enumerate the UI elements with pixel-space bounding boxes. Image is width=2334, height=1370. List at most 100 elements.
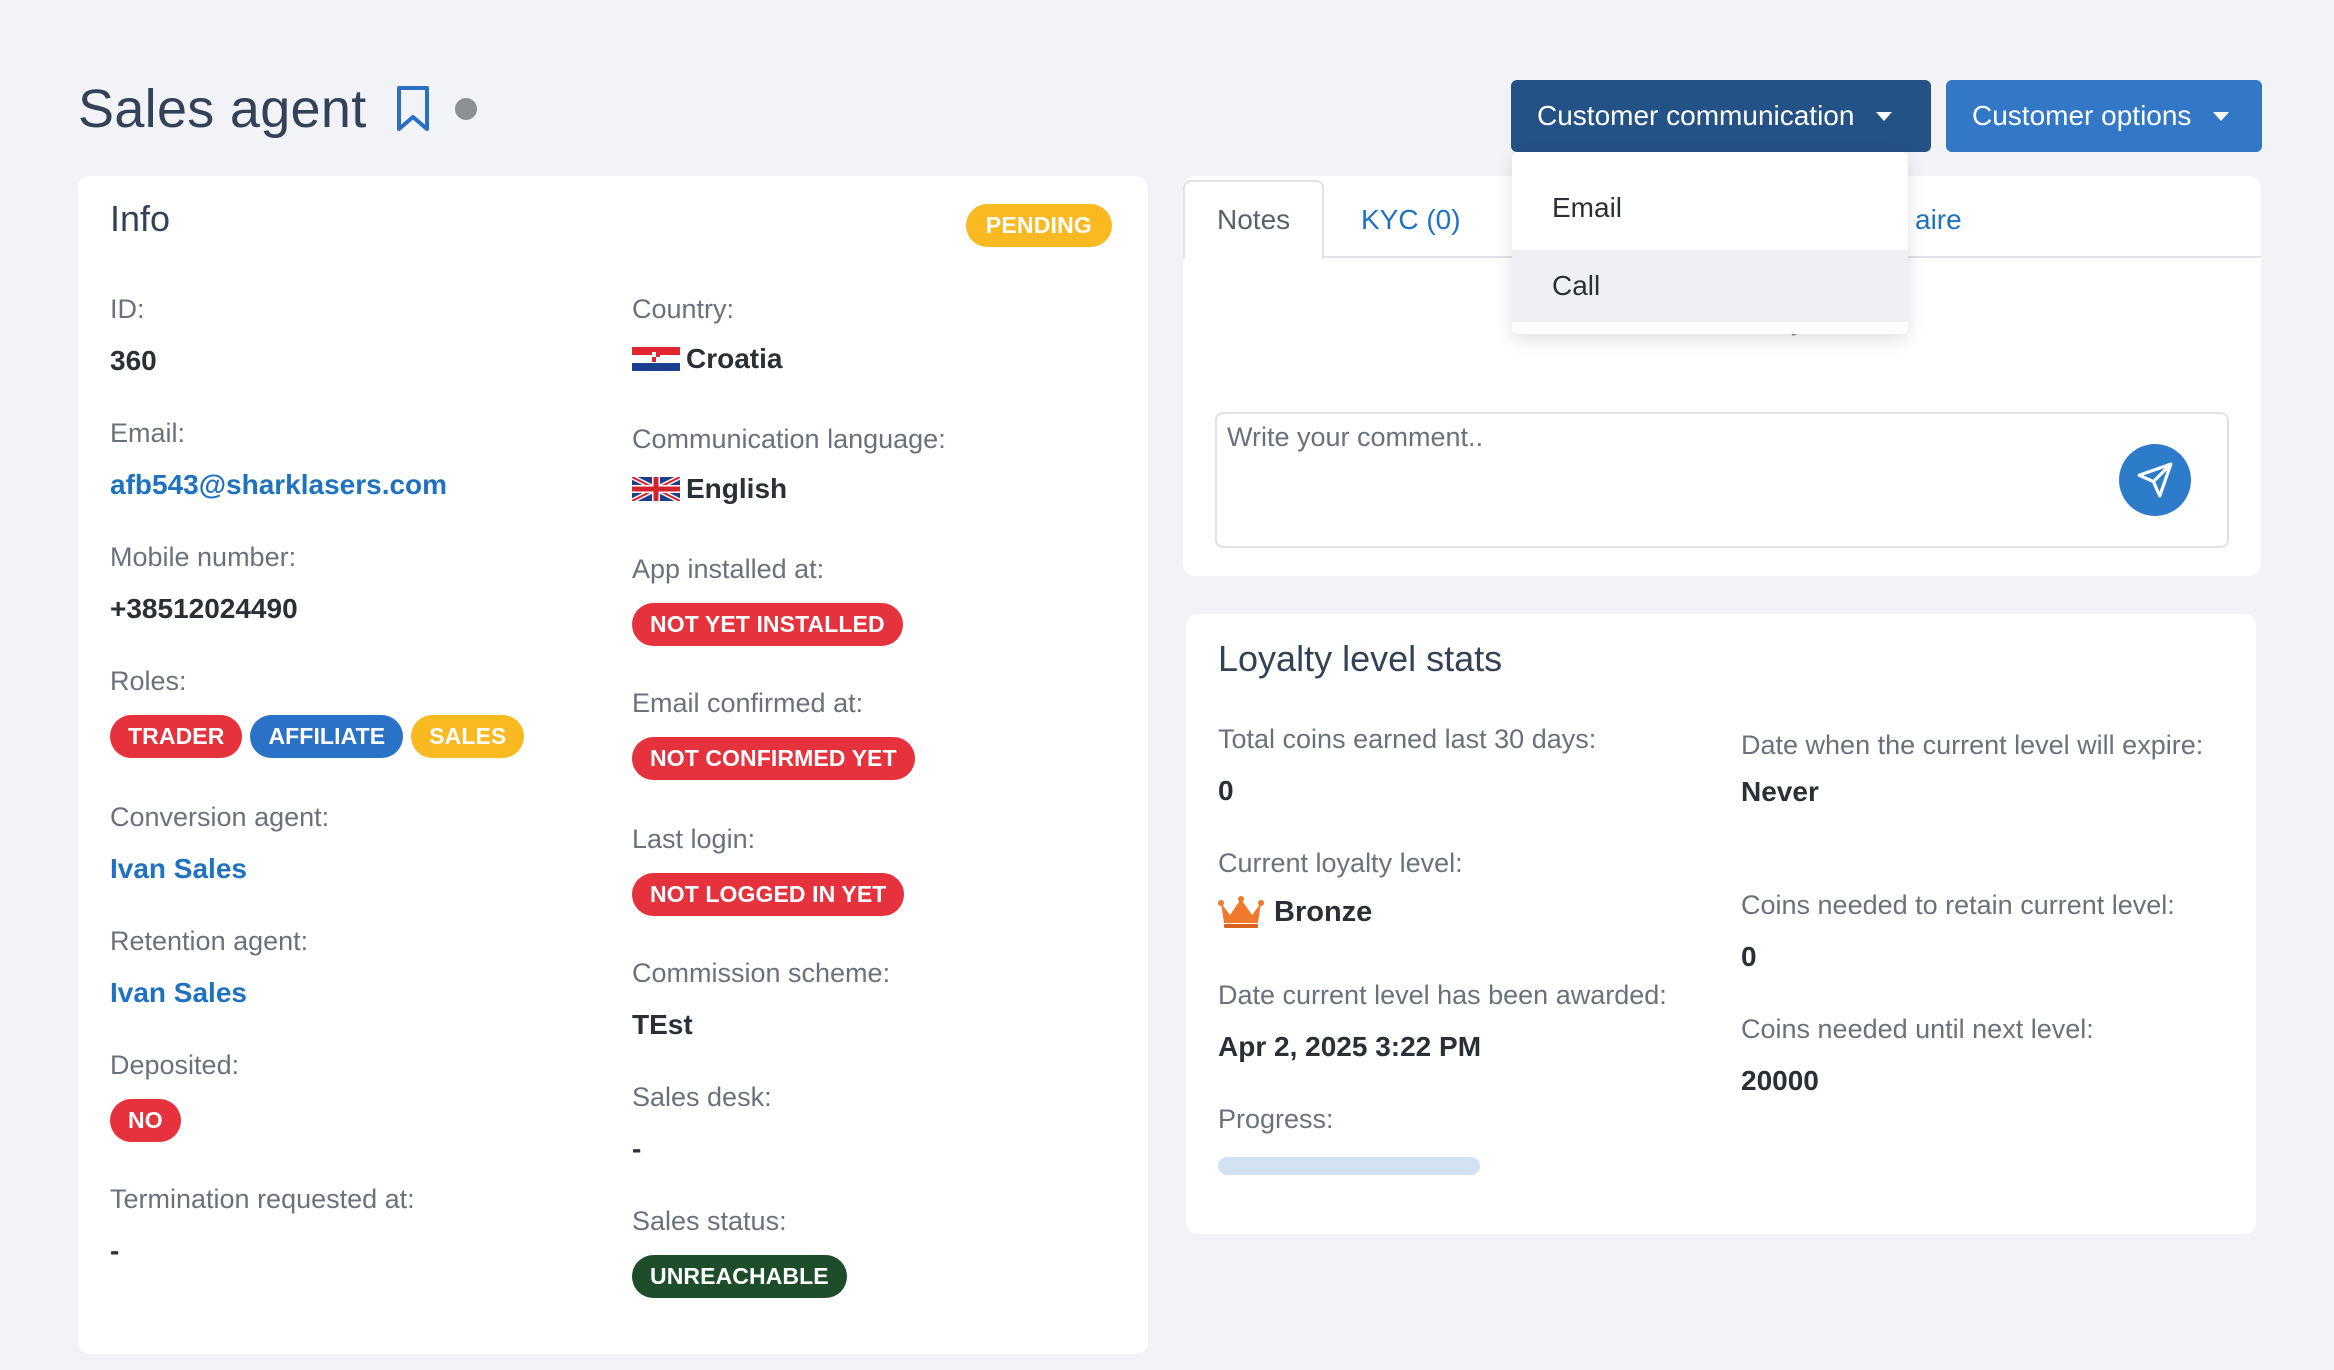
country-value: Croatia: [686, 343, 783, 374]
comment-box: [1215, 412, 2229, 548]
last-login-field: Last login: NOT LOGGED IN YET: [632, 824, 912, 916]
retain-value: 0: [1741, 941, 1757, 972]
customer-communication-button[interactable]: Customer communication: [1511, 80, 1931, 152]
deposited-label: Deposited:: [110, 1050, 240, 1080]
info-card: Info PENDING ID: 360 Email: afb543@shark…: [78, 176, 1148, 1354]
app-installed-field: App installed at: NOT YET INSTALLED: [632, 554, 911, 646]
retention-agent-label: Retention agent:: [110, 926, 309, 956]
email-confirmed-field: Email confirmed at: NOT CONFIRMED YET: [632, 688, 923, 780]
current-level-value: Bronze: [1274, 895, 1373, 928]
status-dot: [454, 98, 477, 120]
sales-desk-field: Sales desk: -: [632, 1082, 772, 1165]
conversion-agent-label: Conversion agent:: [110, 802, 330, 832]
total-coins-label: Total coins earned last 30 days:: [1218, 724, 1597, 754]
role-badge-affiliate: AFFILIATE: [250, 715, 404, 758]
page-title: Sales agent: [78, 79, 367, 139]
termination-label: Termination requested at:: [110, 1184, 415, 1214]
expire-label: Date when the current level will expire:: [1741, 730, 2204, 760]
next-level-label: Coins needed until next level:: [1741, 1014, 2094, 1044]
mobile-value: +38512024490: [110, 593, 298, 624]
email-confirmed-label: Email confirmed at:: [632, 688, 864, 718]
email-field: Email: afb543@sharklasers.com: [110, 418, 447, 501]
language-field: Communication language: English: [632, 424, 946, 505]
retain-field: Coins needed to retain current level: 0: [1741, 890, 2175, 973]
date-awarded-field: Date current level has been awarded: Apr…: [1218, 980, 1667, 1063]
commission-field: Commission scheme: TEst: [632, 958, 890, 1041]
progress-label: Progress:: [1218, 1104, 1334, 1134]
email-link[interactable]: afb543@sharklasers.com: [110, 469, 448, 500]
total-coins-value: 0: [1218, 775, 1234, 806]
croatia-flag-icon: [632, 347, 680, 371]
roles-list: TRADER AFFILIATE SALES: [110, 715, 532, 758]
caret-down-icon: [2213, 111, 2230, 121]
comment-input[interactable]: [1227, 422, 2127, 532]
id-value: 360: [110, 345, 157, 376]
total-coins-field: Total coins earned last 30 days: 0: [1218, 724, 1596, 807]
mobile-label: Mobile number:: [110, 542, 297, 572]
deposited-badge: NO: [110, 1099, 181, 1142]
mobile-field: Mobile number: +38512024490: [110, 542, 298, 625]
tab-kyc[interactable]: KYC (0): [1361, 204, 1461, 235]
customer-communication-menu: Email Call: [1512, 152, 1908, 334]
language-value: English: [686, 473, 788, 504]
expire-value: Never: [1741, 776, 1819, 807]
loyalty-title: Loyalty level stats: [1218, 638, 1503, 679]
role-badge-sales: SALES: [411, 715, 525, 758]
progress-field: Progress:: [1218, 1104, 1480, 1175]
conversion-agent-link[interactable]: Ivan Sales: [110, 853, 247, 884]
sales-status-label: Sales status:: [632, 1206, 787, 1236]
status-badge: PENDING: [965, 204, 1112, 247]
role-badge-trader: TRADER: [110, 715, 243, 758]
info-title: Info: [110, 198, 171, 239]
conversion-agent-field: Conversion agent: Ivan Sales: [110, 802, 329, 885]
send-comment-button[interactable]: [2119, 444, 2191, 516]
email-label: Email:: [110, 418, 186, 448]
menu-item-email[interactable]: Email: [1552, 192, 1623, 223]
id-label: ID:: [110, 294, 145, 324]
commission-label: Commission scheme:: [632, 958, 891, 988]
last-login-badge: NOT LOGGED IN YET: [632, 873, 905, 916]
tab-questionnaire[interactable]: aire: [1915, 204, 1962, 235]
notes-card: Notes KYC (0) aire No comments yet: [1183, 176, 2261, 576]
commission-value: TEst: [632, 1009, 693, 1040]
date-awarded-label: Date current level has been awarded:: [1218, 980, 1667, 1010]
expire-field: Date when the current level will expire:…: [1741, 724, 2211, 808]
last-login-label: Last login:: [632, 824, 756, 854]
customer-options-button[interactable]: Customer options: [1946, 80, 2262, 152]
country-label: Country:: [632, 294, 735, 324]
uk-flag-icon: [632, 477, 680, 501]
customer-options-label: Customer options: [1972, 100, 2192, 131]
sales-status-badge: UNREACHABLE: [632, 1255, 847, 1298]
caret-down-icon: [1876, 111, 1893, 121]
id-field: ID: 360: [110, 294, 157, 377]
loyalty-card: Loyalty level stats Total coins earned l…: [1186, 614, 2256, 1234]
sales-desk-value: -: [632, 1133, 642, 1164]
bookmark-icon[interactable]: [395, 85, 431, 133]
menu-item-call[interactable]: Call: [1512, 250, 1908, 322]
next-level-value: 20000: [1741, 1065, 1819, 1096]
country-field: Country: Croatia: [632, 294, 782, 375]
sales-status-field: Sales status: UNREACHABLE: [632, 1206, 855, 1298]
current-level-field: Current loyalty level: Bronze: [1218, 848, 1463, 929]
roles-field: Roles: TRADER AFFILIATE SALES: [110, 666, 532, 758]
page-header: Sales agent: [78, 78, 477, 140]
progress-bar: [1218, 1157, 1480, 1175]
deposited-field: Deposited: NO: [110, 1050, 239, 1142]
roles-label: Roles:: [110, 666, 187, 696]
termination-value: -: [110, 1235, 120, 1266]
app-installed-badge: NOT YET INSTALLED: [632, 603, 903, 646]
app-installed-label: App installed at:: [632, 554, 825, 584]
email-confirmed-badge: NOT CONFIRMED YET: [632, 737, 915, 780]
termination-field: Termination requested at: -: [110, 1184, 415, 1267]
sales-desk-label: Sales desk:: [632, 1082, 772, 1112]
tab-notes[interactable]: Notes: [1183, 180, 1325, 260]
retention-agent-link[interactable]: Ivan Sales: [110, 977, 247, 1008]
date-awarded-value: Apr 2, 2025 3:22 PM: [1218, 1031, 1482, 1062]
crown-icon: [1218, 896, 1264, 928]
retention-agent-field: Retention agent: Ivan Sales: [110, 926, 308, 1009]
language-label: Communication language:: [632, 424, 946, 454]
send-icon: [2137, 462, 2173, 498]
next-level-field: Coins needed until next level: 20000: [1741, 1014, 2094, 1097]
retain-label: Coins needed to retain current level:: [1741, 890, 2175, 920]
customer-communication-label: Customer communication: [1537, 100, 1855, 131]
